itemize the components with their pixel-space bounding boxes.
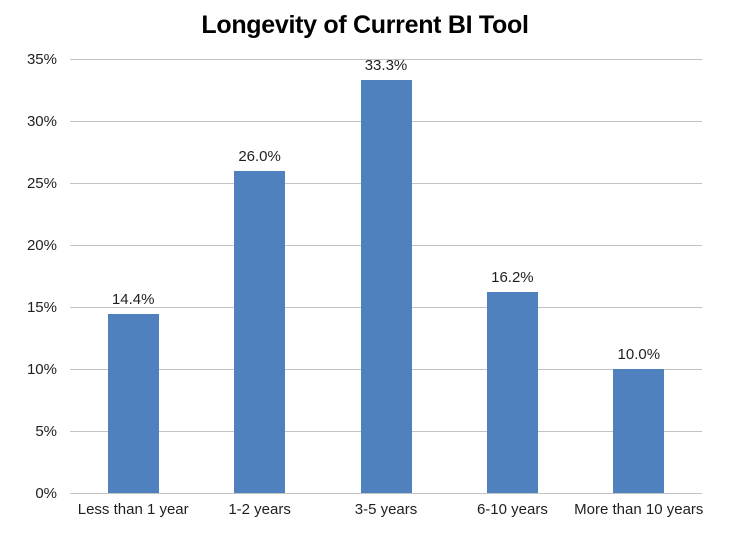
bar-value-label: 26.0% — [238, 147, 281, 165]
bar-1-2-years — [234, 170, 286, 493]
bar-less-than-1-year — [107, 314, 159, 493]
y-axis-tick-label: 0% — [35, 485, 57, 502]
y-axis-tick-label: 30% — [26, 113, 57, 130]
y-axis-tick-label: 5% — [35, 423, 57, 440]
bar-value-label: 16.2% — [491, 269, 534, 287]
x-category-label: Less than 1 year — [77, 501, 189, 518]
x-category-label: 6-10 years — [476, 501, 548, 518]
y-axis-tick-label: 10% — [26, 361, 57, 378]
x-category-label: 1-2 years — [228, 501, 291, 518]
bar-value-label: 14.4% — [111, 291, 155, 309]
x-category-label: More than 10 years — [574, 501, 704, 518]
bar-more-than-10-years — [613, 369, 665, 493]
plot-area — [70, 59, 702, 494]
chart-title: Longevity of Current BI Tool — [201, 11, 529, 39]
bar-3-5-years — [360, 80, 412, 493]
x-category-label: 3-5 years — [354, 501, 418, 518]
y-axis-tick-label: 15% — [26, 299, 57, 316]
bar-value-label: 33.3% — [364, 57, 408, 75]
y-axis-tick-label: 35% — [26, 51, 57, 68]
y-axis-tick-label: 20% — [26, 237, 57, 254]
y-axis-tick-label: 25% — [26, 175, 57, 192]
x-axis-line — [70, 493, 702, 494]
gridline — [70, 59, 702, 60]
bar-value-label: 10.0% — [617, 346, 661, 363]
bar-6-10-years — [486, 292, 538, 493]
